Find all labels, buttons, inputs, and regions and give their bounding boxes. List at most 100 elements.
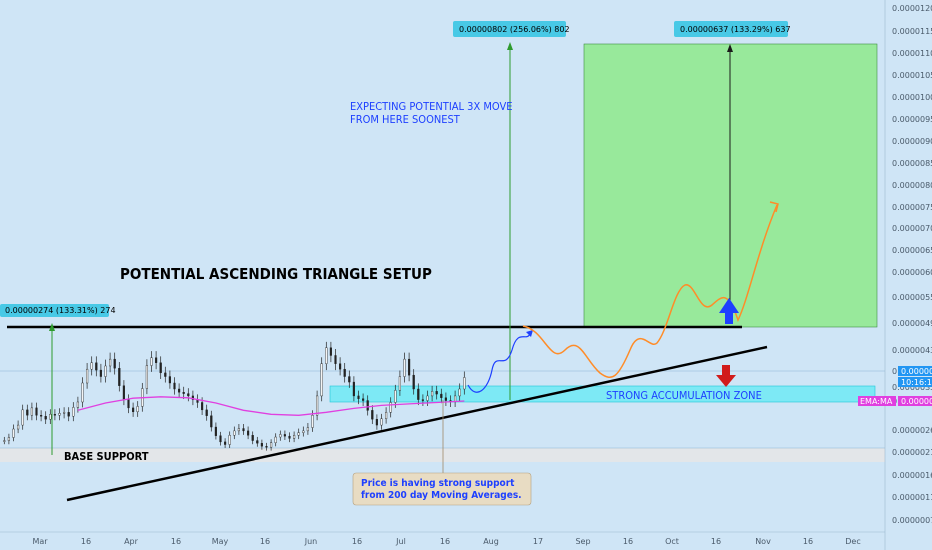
candle-body [191, 395, 194, 400]
accumulation-zone [329, 385, 876, 403]
candle-body [431, 391, 434, 397]
y-tick-label: 0.00000700 [892, 224, 932, 233]
note-text-line2: from 200 day Moving Averages. [361, 490, 522, 501]
candle-body [343, 368, 346, 377]
candle-body [187, 393, 190, 397]
candle-body [95, 362, 98, 371]
candle-body [219, 435, 222, 443]
candle-body [256, 440, 259, 444]
candle-body [398, 376, 401, 391]
candle-body [421, 399, 424, 401]
countdown-text: 10:16:13 [901, 378, 932, 387]
candle-body [182, 392, 185, 394]
candle-body [49, 414, 52, 420]
candle-body [210, 415, 213, 428]
y-tick-label: 0.00001100 [892, 49, 932, 58]
candle-body [242, 428, 245, 432]
ema-price-label: 0.00000319 [898, 396, 932, 406]
candle-body [7, 437, 10, 441]
candle-body [26, 409, 29, 416]
candle-body [279, 434, 282, 438]
candle-body [297, 432, 300, 436]
candle-body [17, 424, 20, 430]
candle-body [44, 416, 47, 420]
candle-body [444, 397, 447, 401]
y-tick-label: 0.00001000 [892, 93, 932, 102]
candle-body [375, 418, 378, 426]
projection-arrow-orange [769, 201, 779, 213]
expectation-text-line2: FROM HERE SOONEST [350, 113, 461, 126]
x-tick-label: Apr [124, 537, 139, 546]
candle-body [205, 409, 208, 416]
y-tick-label: 0.00000550 [892, 293, 932, 302]
measure-label-middle-text: 0.00000802 (256.06%) 802 [459, 25, 570, 34]
x-tick-label: 16 [623, 537, 633, 546]
x-tick-label: 16 [803, 537, 813, 546]
candle-body [352, 381, 355, 397]
note-box: Price is having strong support from 200 … [352, 400, 532, 506]
ema-ma-line [77, 396, 465, 416]
candle-body [40, 415, 43, 417]
projection-path-blue [467, 333, 531, 393]
measure-label-left-text: 0.00000274 (133.31%) 274 [5, 306, 116, 315]
ema-name-label: EMA:MA [858, 396, 896, 406]
candle-body [293, 435, 296, 439]
projection-arrow-blue [526, 330, 533, 337]
y-tick-label: 0.00000800 [892, 181, 932, 190]
candle-body [371, 410, 374, 420]
x-tick-label: Oct [665, 537, 679, 546]
x-tick-label: Dec [845, 537, 860, 546]
candle-body [177, 388, 181, 393]
candle-body [274, 436, 277, 443]
candle-body [325, 347, 328, 364]
accumulation-zone-label: STRONG ACCUMULATION ZONE [606, 389, 762, 402]
candle-body [403, 358, 406, 377]
x-tick-label: 16 [171, 537, 181, 546]
candle-body [108, 358, 112, 367]
candle-body [270, 442, 273, 448]
candle-body [164, 372, 167, 377]
candle-body [306, 427, 309, 432]
candle-body [58, 413, 61, 416]
candle-body [118, 368, 121, 386]
candle-body [329, 347, 332, 356]
x-tick-label: Jul [395, 537, 406, 546]
base-support-label: BASE SUPPORT [64, 450, 149, 463]
candle-body [35, 407, 38, 416]
y-tick-label: 0.00000850 [892, 159, 932, 168]
candle-body [463, 377, 466, 390]
candle-body [251, 435, 254, 441]
y-tick-label: 0.00000750 [892, 203, 932, 212]
candle-body [214, 426, 217, 436]
candle-body [168, 376, 171, 384]
candle-body [67, 412, 70, 417]
candle-body [90, 362, 93, 370]
candle-body [154, 357, 158, 363]
candle-body [362, 398, 365, 401]
y-tick-label: 0.00000490 [892, 319, 932, 328]
candle-body [237, 428, 240, 432]
y-tick-label: 0.00000430 [892, 346, 932, 355]
candle-body [122, 385, 125, 400]
ascending-trendline [66, 345, 768, 502]
candle-body [53, 414, 56, 416]
candle-body [265, 446, 268, 448]
y-tick-label: 0.00000350 [892, 383, 932, 392]
ema-name-text: EMA:MA [860, 397, 893, 406]
last-price-text: 0.00000384 [901, 367, 932, 376]
last-price-label: 0.00000384 [898, 366, 932, 376]
candle-body [85, 368, 89, 384]
candle-body [458, 388, 461, 397]
measure-arrow-middle [507, 42, 513, 400]
candle-body [302, 430, 305, 433]
x-tick-label: 17 [533, 537, 543, 546]
candle-body [200, 402, 204, 411]
candle-body [150, 357, 153, 366]
measure-arrow-left [49, 323, 55, 455]
candle-body [113, 358, 116, 369]
candle-body [260, 443, 263, 447]
x-tick-label: Nov [755, 537, 771, 546]
base-support-zone [0, 448, 885, 462]
